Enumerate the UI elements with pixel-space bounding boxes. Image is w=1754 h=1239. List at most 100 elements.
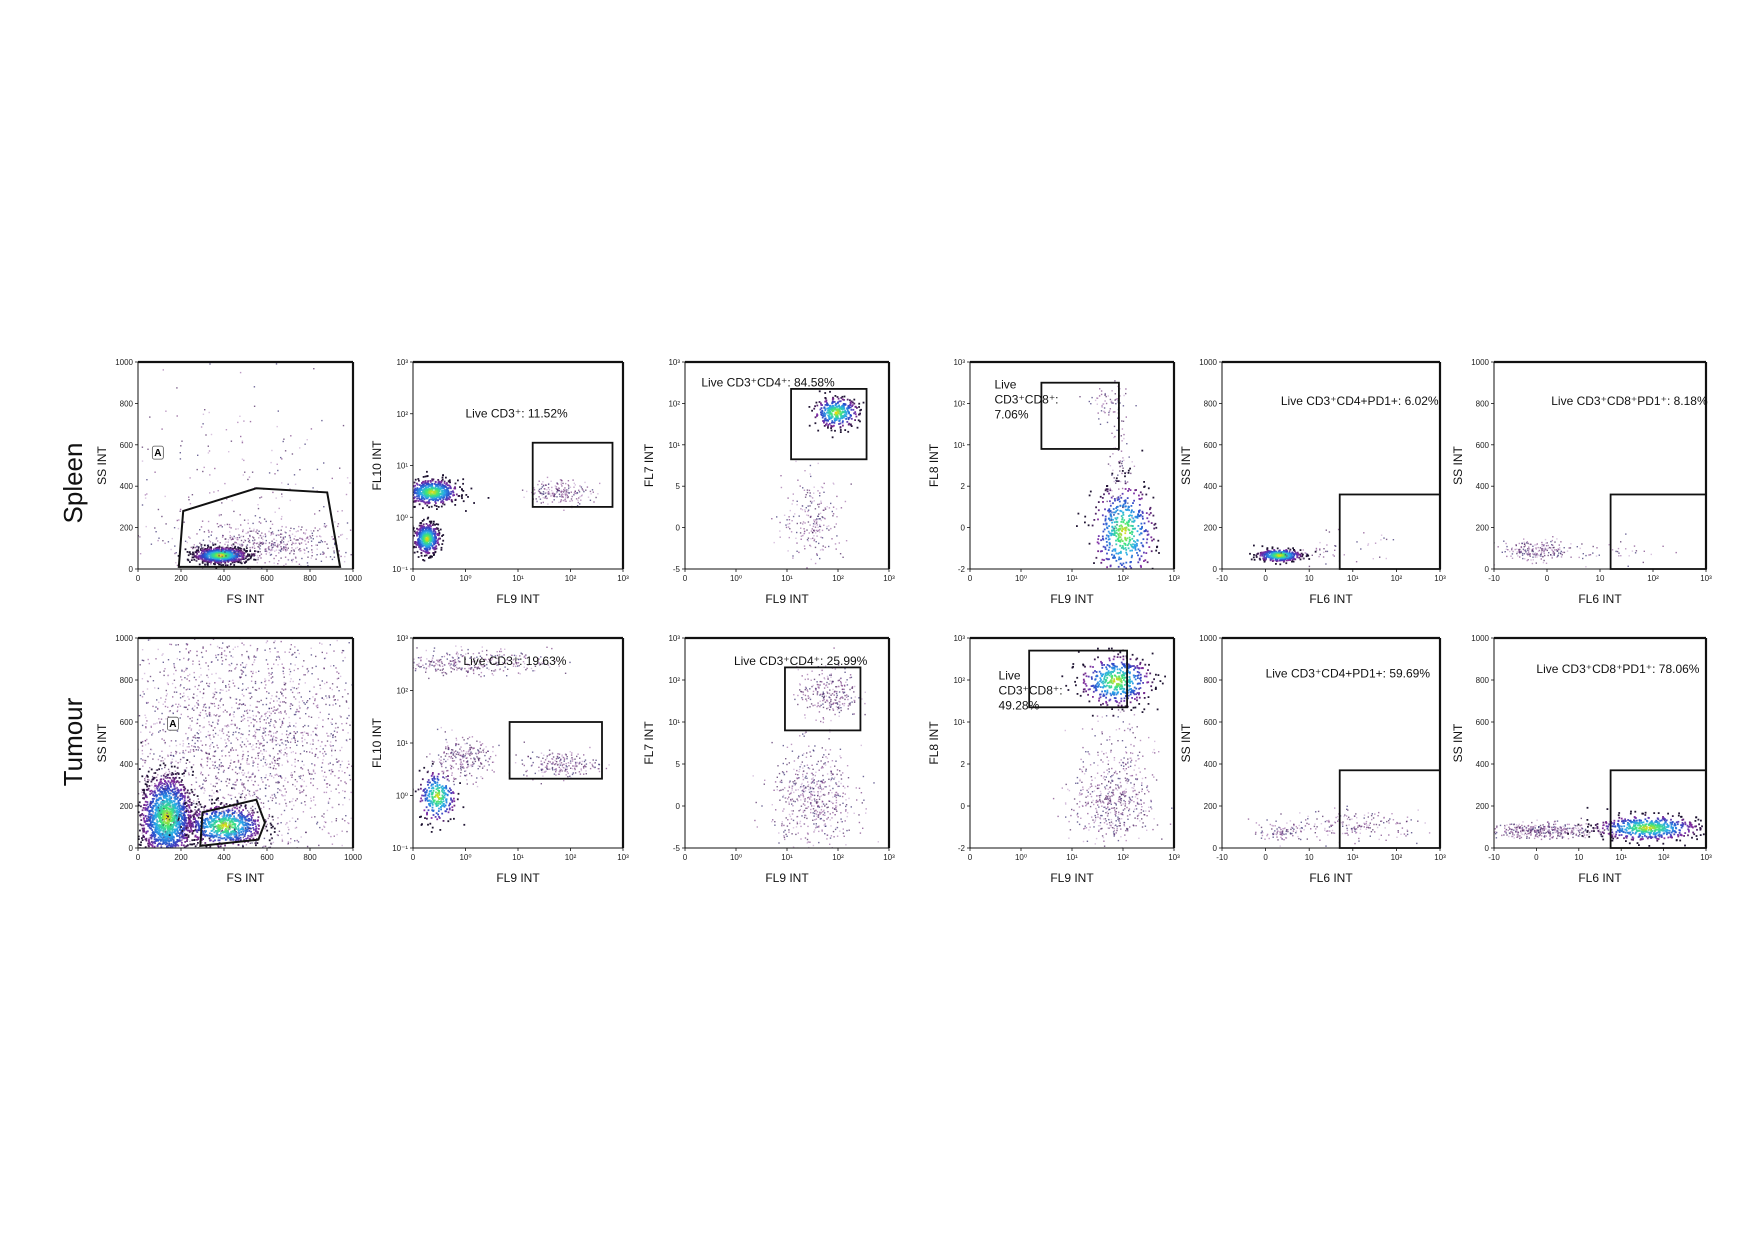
data-point (1120, 557, 1122, 560)
data-point (1620, 541, 1622, 543)
data-point (1129, 561, 1132, 564)
data-point (426, 546, 429, 549)
data-point (421, 495, 424, 498)
data-point (816, 518, 818, 520)
data-point (1291, 551, 1293, 554)
data-point (429, 491, 432, 493)
data-point (210, 546, 212, 549)
data-point (420, 549, 423, 552)
data-point (201, 520, 204, 522)
data-point (292, 558, 294, 561)
data-point (235, 553, 237, 556)
data-point (1124, 544, 1127, 546)
data-point (1121, 470, 1124, 472)
data-point (141, 460, 144, 462)
data-point (434, 523, 436, 526)
data-point (278, 552, 280, 554)
gate-box (790, 388, 868, 461)
x-tick-label: 10² (1647, 574, 1659, 583)
data-point (207, 529, 210, 532)
data-point (562, 491, 565, 493)
data-point (436, 485, 438, 487)
data-point (1138, 510, 1140, 512)
data-point (428, 498, 431, 501)
data-point (1125, 388, 1127, 390)
data-point (829, 422, 831, 425)
data-point (1102, 523, 1105, 526)
data-point (231, 548, 234, 550)
data-point (204, 409, 206, 411)
data-point (260, 537, 263, 539)
data-point (1130, 545, 1133, 548)
data-point (854, 411, 857, 413)
data-point (179, 508, 182, 511)
data-point (1121, 530, 1124, 533)
data-point (838, 404, 840, 407)
data-point (270, 520, 272, 523)
data-point (1124, 475, 1126, 478)
data-point (580, 495, 583, 497)
data-point (1537, 546, 1539, 549)
data-point (1115, 477, 1118, 480)
data-point (1128, 488, 1130, 490)
data-point (1558, 544, 1560, 546)
data-point (284, 556, 287, 558)
data-point (1588, 554, 1590, 556)
data-point (325, 556, 327, 558)
data-point (199, 553, 202, 555)
data-point (186, 759, 189, 761)
data-point (1119, 388, 1121, 390)
data-point (551, 501, 554, 503)
data-point (817, 526, 819, 528)
data-point (280, 557, 282, 559)
data-point (833, 483, 835, 485)
data-point (1096, 397, 1099, 399)
data-point (572, 479, 574, 481)
data-point (1098, 578, 1100, 580)
data-point (17, 435, 18, 436)
data-point (1135, 405, 1137, 407)
data-point (199, 555, 201, 558)
data-point (569, 486, 572, 488)
data-point (245, 532, 247, 535)
data-point (1325, 563, 1327, 565)
data-point (209, 541, 212, 543)
data-point (423, 492, 426, 494)
data-point (280, 533, 282, 535)
data-point (854, 413, 857, 415)
data-point (571, 500, 573, 502)
data-point (271, 540, 273, 542)
data-point (844, 500, 847, 503)
data-point (408, 491, 410, 493)
data-point (420, 492, 423, 494)
data-point (785, 524, 787, 526)
data-point (538, 496, 540, 498)
data-point (239, 514, 241, 516)
data-point (470, 487, 473, 490)
data-point (1532, 545, 1534, 547)
data-point (249, 541, 251, 544)
data-point (255, 531, 257, 533)
data-point (573, 494, 575, 496)
data-point (276, 546, 279, 548)
data-point (210, 534, 212, 536)
data-point (253, 553, 255, 555)
data-point (454, 504, 457, 506)
data-point (196, 468, 198, 471)
data-point (270, 549, 272, 552)
data-point (445, 494, 447, 496)
data-point (841, 411, 844, 413)
data-point (161, 428, 163, 430)
data-point (443, 496, 445, 499)
data-point (1088, 400, 1090, 403)
data-point (441, 535, 443, 537)
data-point (565, 500, 567, 502)
data-point (14, 483, 15, 484)
data-point (1367, 544, 1369, 546)
data-point (436, 493, 439, 495)
data-point (551, 486, 553, 489)
data-point (271, 547, 273, 549)
data-point (533, 489, 536, 491)
data-point (1544, 538, 1547, 541)
data-point (796, 531, 798, 534)
